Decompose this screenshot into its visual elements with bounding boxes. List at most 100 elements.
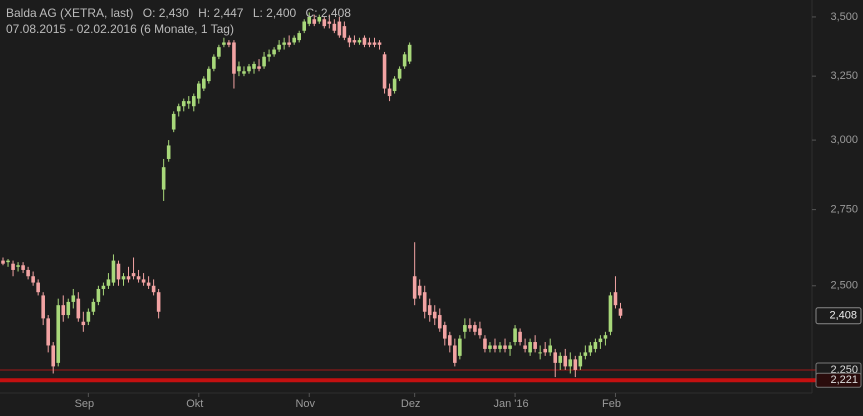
y-tick-label: 3,000 — [830, 134, 858, 146]
candle-body — [478, 328, 482, 336]
candle-body — [222, 42, 226, 45]
candle-body — [297, 33, 301, 41]
y-tick-label: 3,250 — [830, 70, 858, 82]
candle-body — [342, 26, 347, 38]
candle-body — [347, 37, 352, 43]
candle-body — [207, 68, 211, 82]
candle-body — [71, 295, 76, 302]
last-price-label: 2,408 — [829, 310, 857, 322]
candle-body — [372, 42, 377, 45]
candle-body — [463, 325, 467, 332]
x-tick-label: Nov — [295, 398, 315, 410]
candle-body — [518, 331, 522, 343]
candle-body — [151, 285, 156, 293]
candle-body — [136, 276, 141, 280]
price-line-label: 2,221 — [830, 374, 858, 386]
candle-body — [578, 355, 583, 367]
candle-body — [563, 355, 568, 367]
candle-body — [171, 113, 176, 130]
candle-body — [382, 54, 387, 89]
candle-body — [176, 106, 181, 112]
candle-body — [267, 54, 271, 57]
y-tick-label: 2,750 — [830, 204, 858, 216]
candle-body — [608, 295, 613, 332]
candle-body — [488, 345, 492, 349]
candle-body — [196, 83, 201, 99]
candle-body — [41, 295, 45, 319]
candle-body — [468, 325, 472, 329]
candle-body — [337, 21, 342, 36]
x-tick-label: Feb — [602, 398, 621, 410]
candle-body — [146, 282, 151, 286]
candle-body — [116, 263, 121, 280]
candle-body — [202, 78, 206, 89]
candle-body — [242, 71, 246, 74]
candle-body — [432, 311, 437, 319]
candle-body — [498, 345, 502, 349]
x-tick-label: Okt — [186, 398, 203, 410]
candle-body — [31, 276, 35, 283]
candle-body — [26, 269, 30, 277]
price-line-tag — [815, 372, 862, 388]
subtitle: 07.08.2015 - 02.02.2016 (6 Monate, 1 Tag… — [6, 22, 234, 36]
candle-body — [442, 325, 447, 339]
candle-body — [96, 288, 101, 302]
candle-body — [212, 56, 216, 69]
candle-body — [1, 260, 5, 264]
candle-body — [427, 305, 432, 316]
candle-body — [407, 44, 412, 62]
candle-body — [257, 66, 261, 69]
candle-body — [437, 315, 442, 329]
candle-body — [56, 305, 61, 363]
candle-body — [86, 311, 91, 322]
candle-body — [11, 263, 15, 270]
candle-body — [232, 42, 236, 74]
candle-body — [377, 42, 382, 45]
candle-body — [503, 345, 507, 349]
ohlc-label: L: 2,400 — [252, 6, 297, 20]
candle-body — [312, 19, 317, 24]
candle-body — [191, 96, 196, 107]
candle-body — [131, 273, 136, 277]
candle-body — [141, 279, 146, 283]
candle-body — [166, 145, 171, 159]
candle-body — [613, 292, 618, 306]
candle-body — [322, 19, 327, 27]
candle-body — [568, 359, 573, 367]
candle-body — [252, 63, 256, 69]
candle-body — [533, 342, 537, 349]
candle-body — [161, 167, 166, 190]
candle-body — [66, 301, 71, 316]
candle-body — [302, 21, 307, 31]
candle-body — [402, 54, 407, 67]
candle-body — [292, 37, 296, 43]
candle-body — [367, 42, 372, 45]
candle-body — [422, 292, 427, 312]
candle-body — [583, 352, 588, 356]
chart-title: Balda AG (XETRA, last) — [6, 6, 134, 20]
candle-body — [483, 338, 487, 349]
candle-body — [61, 305, 66, 316]
candle-body — [21, 265, 25, 270]
candle-body — [237, 66, 241, 72]
x-tick-label: Jan '16 — [493, 398, 528, 410]
y-tick-label: 3,500 — [830, 11, 858, 23]
candle-body — [156, 292, 161, 312]
candle-body — [282, 42, 286, 45]
candle-body — [101, 285, 106, 289]
candle-body — [528, 342, 532, 353]
candle-body — [181, 101, 186, 107]
candle-body — [458, 338, 462, 356]
candle-body — [558, 355, 563, 363]
candle-body — [16, 265, 20, 267]
header-line: Balda AG (XETRA, last) O: 2,430 H: 2,447… — [6, 5, 357, 21]
candle-body — [618, 308, 623, 316]
candle-body — [121, 276, 126, 280]
candle-body — [538, 352, 542, 354]
candle-body — [548, 345, 553, 353]
candle-body — [357, 40, 362, 43]
x-tick-label: Dez — [401, 398, 421, 410]
candle-body — [513, 328, 517, 343]
candle-body — [453, 345, 457, 363]
